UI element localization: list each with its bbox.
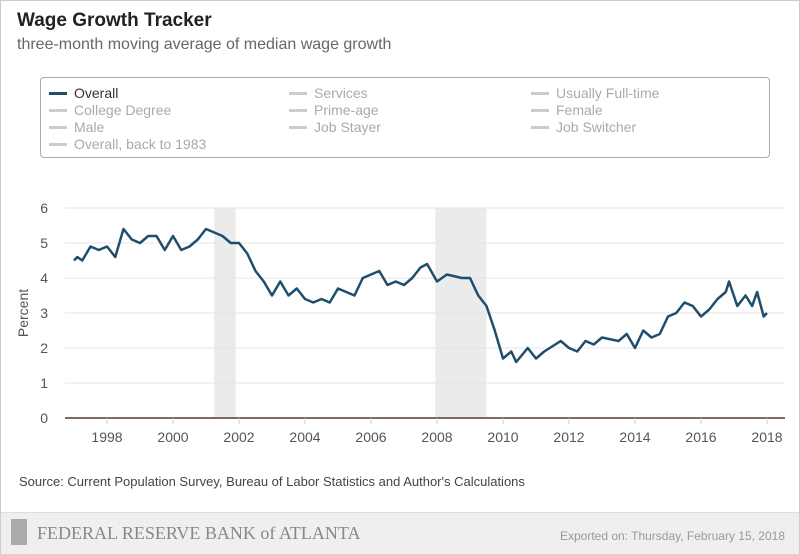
legend-item-usually-full-time[interactable]: Usually Full-time bbox=[531, 85, 659, 101]
legend-label: Usually Full-time bbox=[556, 85, 660, 101]
x-tick-label: 2010 bbox=[487, 429, 518, 445]
y-axis-label: Percent bbox=[15, 289, 31, 337]
legend: Overall Services Usually Full-time College … bbox=[40, 77, 770, 158]
y-tick-label: 6 bbox=[40, 200, 48, 216]
fed-seal-icon bbox=[11, 519, 27, 545]
x-tick-label: 2002 bbox=[223, 429, 254, 445]
legend-label: Services bbox=[314, 85, 368, 101]
legend-label: Female bbox=[556, 102, 603, 118]
legend-label: Job Switcher bbox=[556, 119, 637, 135]
x-tick-label: 1998 bbox=[91, 429, 122, 445]
legend-item-job-stayer[interactable]: Job Stayer bbox=[289, 119, 381, 135]
x-tick-label: 2016 bbox=[685, 429, 716, 445]
footer: FEDERAL RESERVE BANK of ATLANTA Exported… bbox=[1, 512, 799, 554]
x-tick-label: 2012 bbox=[553, 429, 584, 445]
y-tick-label: 2 bbox=[40, 340, 48, 356]
x-tick-label: 2008 bbox=[421, 429, 452, 445]
legend-label: Prime-age bbox=[314, 102, 379, 118]
legend-swatch bbox=[49, 108, 67, 112]
legend-swatch bbox=[531, 108, 549, 112]
chart-title: Wage Growth Tracker bbox=[17, 10, 212, 31]
y-tick-label: 5 bbox=[40, 235, 48, 251]
legend-swatch bbox=[289, 125, 307, 129]
legend-swatch bbox=[531, 125, 549, 129]
y-tick-label: 0 bbox=[40, 410, 48, 426]
legend-item-male[interactable]: Male bbox=[49, 119, 104, 135]
y-tick-label: 4 bbox=[40, 270, 48, 286]
legend-item-job-switcher[interactable]: Job Switcher bbox=[531, 119, 636, 135]
source-note: Source: Current Population Survey, Burea… bbox=[19, 474, 525, 489]
chart-subtitle: three-month moving average of median wag… bbox=[17, 36, 392, 53]
legend-swatch bbox=[49, 125, 67, 129]
export-date: Exported on: Thursday, February 15, 2018 bbox=[559, 529, 785, 543]
chart-svg: 0 1 2 3 4 5 6 1998 2000 2002 2004 2006 2008 2010 2012 2… bbox=[15, 200, 785, 445]
legend-label: Overall bbox=[74, 85, 119, 101]
legend-item-female[interactable]: Female bbox=[531, 102, 603, 118]
x-tick-label: 2000 bbox=[157, 429, 188, 445]
legend-label: Overall, back to 1983 bbox=[74, 136, 207, 152]
fed-logo: FEDERAL RESERVE BANK of ATLANTA bbox=[37, 523, 361, 543]
x-tick-label: 2006 bbox=[355, 429, 386, 445]
series-line-overall bbox=[73, 227, 768, 364]
legend-swatch bbox=[49, 142, 67, 146]
legend-label: Job Stayer bbox=[314, 119, 381, 135]
legend-item-services[interactable]: Services bbox=[289, 85, 368, 101]
x-tick-label: 2018 bbox=[751, 429, 782, 445]
legend-item-prime-age[interactable]: Prime-age bbox=[289, 102, 379, 118]
legend-item-overall[interactable]: Overall bbox=[49, 85, 118, 101]
legend-swatch bbox=[531, 91, 549, 95]
y-tick-label: 1 bbox=[40, 375, 48, 391]
legend-item-overall-back-to-1983[interactable]: Overall, back to 1983 bbox=[49, 136, 206, 152]
legend-item-college-degree[interactable]: College Degree bbox=[49, 102, 171, 118]
legend-label: Male bbox=[74, 119, 105, 135]
x-tick-label: 2014 bbox=[619, 429, 650, 445]
y-tick-label: 3 bbox=[40, 305, 48, 321]
legend-swatch bbox=[49, 91, 67, 95]
legend-swatch bbox=[289, 108, 307, 112]
legend-swatch bbox=[289, 91, 307, 95]
x-tick-label: 2004 bbox=[289, 429, 320, 445]
legend-label: College Degree bbox=[74, 102, 172, 118]
